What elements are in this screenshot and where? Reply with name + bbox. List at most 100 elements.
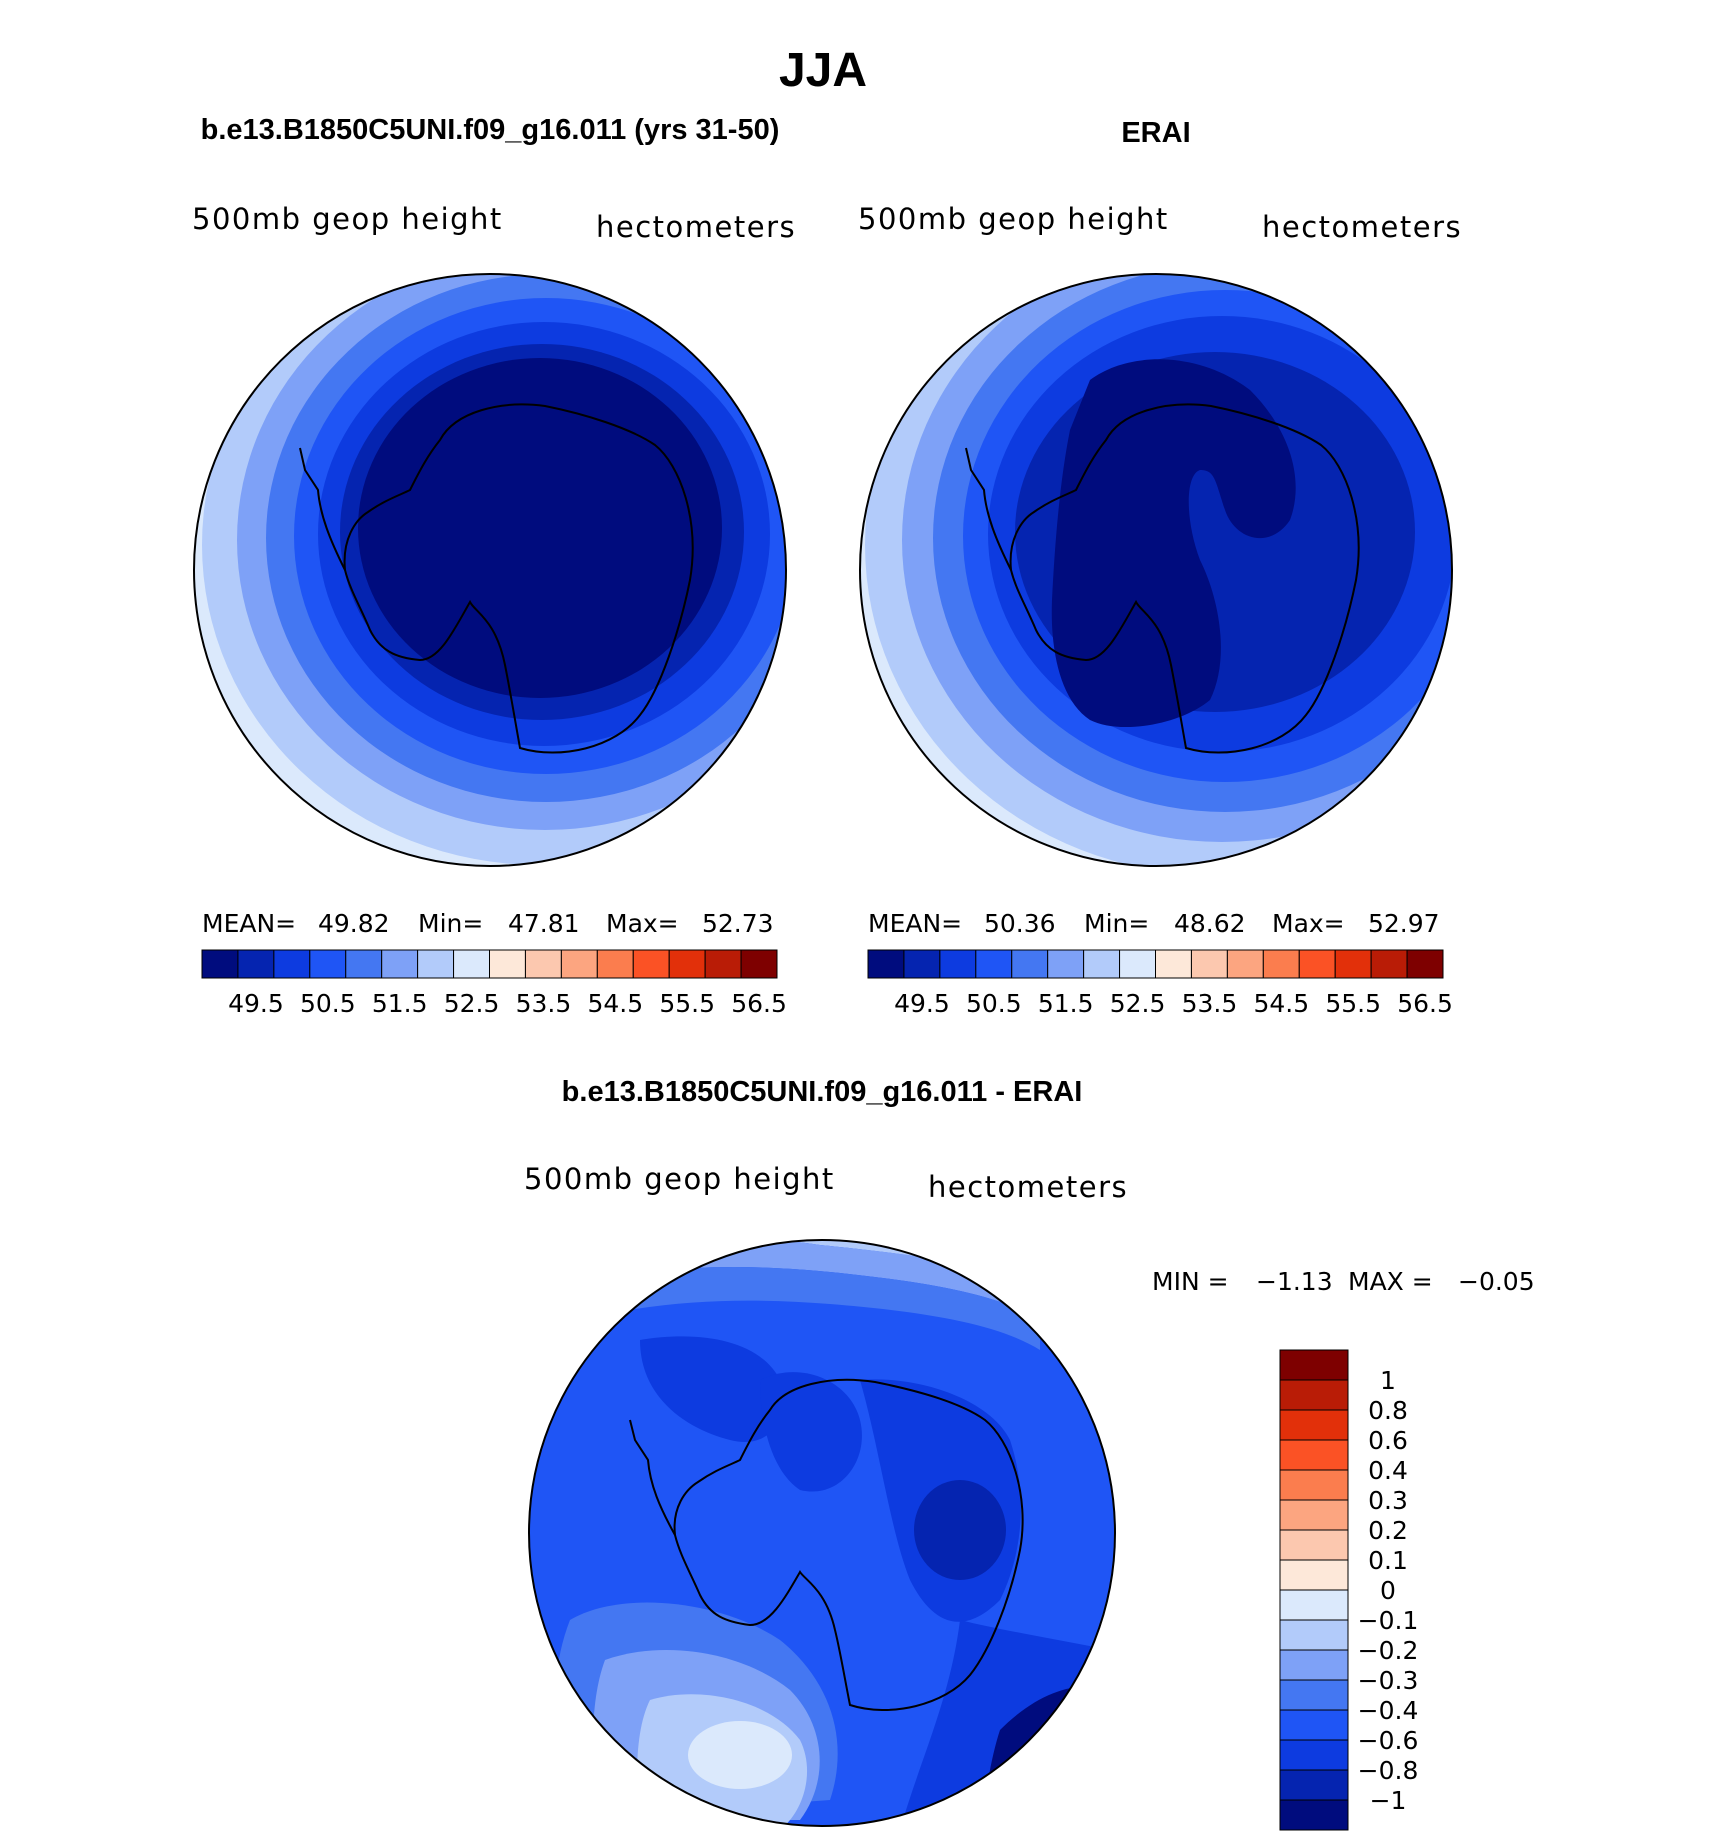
panel-a-coastline <box>299 403 694 754</box>
panel-c-max-label: MAX = <box>1348 1267 1433 1296</box>
panel-c-patch-east-dark <box>914 1480 1006 1580</box>
panel-a-band-8 <box>358 358 722 698</box>
panel-c-colorbar-bin <box>1279 1349 1349 1381</box>
panel-a-colorbar-tick-label: 52.5 <box>444 989 500 1018</box>
panel-b-colorbar-tick-label: 52.5 <box>1110 989 1166 1018</box>
panel-c-right-label: hectometers <box>928 1170 1128 1204</box>
panel-b-colorbar-bin <box>1334 949 1372 979</box>
panel-b-max-value: 52.97 <box>1368 909 1440 938</box>
panel-a-colorbar-bin <box>489 949 526 979</box>
panel-b-colorbar-bin <box>939 949 977 979</box>
panel-a-colorbar-tick-label: 49.5 <box>228 989 284 1018</box>
panel-a-colorbar-bin <box>704 949 742 979</box>
panel-b-colorbar-tick-label: 49.5 <box>894 989 950 1018</box>
panel-b-colorbar-tick-label: 51.5 <box>1038 989 1094 1018</box>
panel-a-map-boundary <box>193 273 787 867</box>
panel-a-colorbar-bin <box>345 949 383 979</box>
panel-b-colorbar-tick-label: 56.5 <box>1397 989 1453 1018</box>
panel-c-colorbar-bin <box>1279 1499 1349 1531</box>
panel-a-colorbar-tick-label: 53.5 <box>516 989 572 1018</box>
panel-c-min-label: MIN = <box>1152 1267 1229 1296</box>
panel-c-colorbar-bin <box>1279 1529 1349 1561</box>
panel-c-colorbar-tick-label: 0.6 <box>1368 1426 1408 1455</box>
panel-a-title: b.e13.B1850C5UNI.f09_g16.011 (yrs 31-50) <box>201 114 780 146</box>
panel-b-colorbar-bin <box>1262 949 1300 979</box>
panel-a-colorbar-tick-label: 55.5 <box>659 989 715 1018</box>
panel-a-colorbar-bin <box>596 949 634 979</box>
panel-b-colorbar-bin <box>1155 949 1192 979</box>
panel-c-colorbar-tick-label: 0 <box>1380 1576 1396 1605</box>
panel-c-contour-field <box>529 1240 1115 1826</box>
panel-c-colorbar-tick-label: −0.1 <box>1358 1606 1419 1635</box>
panel-b-contour-field <box>860 274 1452 866</box>
panel-c-patch-center <box>760 1372 862 1492</box>
panel-c-colorbar-bin <box>1279 1709 1349 1741</box>
panel-a-colorbar: 49.5 50.5 51.5 52.5 53.5 54.5 55.5 56.5 <box>201 949 787 1018</box>
panel-b-colorbar-bin <box>1011 949 1049 979</box>
figure-title: JJA <box>779 44 867 97</box>
panel-c-colorbar-tick-label: −0.2 <box>1358 1636 1419 1665</box>
panel-c-colorbar-bin <box>1279 1739 1349 1771</box>
panel-c-colorbar-tick-label: 0.3 <box>1368 1486 1408 1515</box>
panel-c-colorbar-tick-label: −0.3 <box>1358 1666 1419 1695</box>
panel-c-colorbar-tick-label: 0.8 <box>1368 1396 1408 1425</box>
panel-b-stats: MEAN= 50.36 Min= 48.62 Max= 52.97 <box>868 909 1440 938</box>
panel-b-mean-value: 50.36 <box>984 909 1056 938</box>
panel-c-stats: MIN = −1.13 MAX = −0.05 <box>1152 1267 1535 1296</box>
panel-c-colorbar-bin <box>1279 1469 1349 1501</box>
panel-c-map-boundary <box>528 1239 1116 1827</box>
panel-c-colorbar-tick-label: 1 <box>1380 1366 1396 1395</box>
panel-c-patch-west <box>640 1336 783 1442</box>
panel-c-colorbar-tick-label: 0.4 <box>1368 1456 1408 1485</box>
panel-b-mean-label: MEAN= <box>868 909 962 938</box>
panel-b-colorbar-bin <box>1298 949 1336 979</box>
panel-a-colorbar-bin <box>309 949 347 979</box>
panel-b-coastline <box>965 403 1360 754</box>
panel-a-colorbar-bin <box>201 949 239 979</box>
panel-c-colorbar-bin <box>1279 1619 1349 1651</box>
panel-c-colorbar-bin <box>1279 1649 1349 1681</box>
panel-a-contour-field <box>194 274 786 866</box>
panel-c-title: b.e13.B1850C5UNI.f09_g16.011 - ERAI <box>562 1076 1083 1108</box>
panel-a-colorbar-bin <box>453 949 490 979</box>
panel-c-colorbar-tick-label: 0.2 <box>1368 1516 1408 1545</box>
panel-a-colorbar-bin <box>237 949 275 979</box>
panel-a-max-value: 52.73 <box>702 909 774 938</box>
panel-c-colorbar-tick-label: −0.8 <box>1358 1756 1419 1785</box>
panel-a-colorbar-bin <box>740 949 778 979</box>
panel-b-left-label: 500mb geop height <box>858 202 1169 236</box>
panel-a-stats: MEAN= 49.82 Min= 47.81 Max= 52.73 <box>202 909 774 938</box>
panel-b-min-label: Min= <box>1084 909 1149 938</box>
panel-c-colorbar-tick-label: 0.1 <box>1368 1546 1408 1575</box>
panel-a-colorbar-tick-label: 56.5 <box>731 989 787 1018</box>
panel-b-title: ERAI <box>1121 117 1190 149</box>
panel-b-colorbar-tick-label: 50.5 <box>966 989 1022 1018</box>
panel-c-band-south-4 <box>688 1721 792 1789</box>
panel-c-colorbar-tick-label: −0.6 <box>1358 1726 1419 1755</box>
panel-a-colorbar-bin <box>381 949 419 979</box>
panel-b-colorbar-tick-label: 55.5 <box>1325 989 1381 1018</box>
panel-c-coastline <box>629 1378 1024 1712</box>
panel-b-colorbar: 49.5 50.5 51.5 52.5 53.5 54.5 55.5 56.5 <box>867 949 1453 1018</box>
panel-c-colorbar-bin <box>1279 1679 1349 1711</box>
panel-c-colorbar-bin <box>1279 1409 1349 1441</box>
panel-a-right-label: hectometers <box>596 210 796 244</box>
panel-a-min-value: 47.81 <box>508 909 580 938</box>
panel-c-colorbar-bin <box>1279 1559 1349 1591</box>
panel-a-colorbar-bin <box>560 949 598 979</box>
panel-b-colorbar-bin <box>867 949 905 979</box>
panel-b-colorbar-bin <box>1406 949 1444 979</box>
panel-c-colorbar-bin <box>1279 1379 1349 1411</box>
panel-b-right-label: hectometers <box>1262 210 1462 244</box>
panel-c-left-label: 500mb geop height <box>524 1162 835 1196</box>
panel-a-colorbar-tick-label: 54.5 <box>587 989 643 1018</box>
panel-a-max-label: Max= <box>606 909 679 938</box>
panel-a-mean-label: MEAN= <box>202 909 296 938</box>
panel-c-colorbar-tick-label: −1 <box>1370 1786 1407 1815</box>
panel-c-min-value: −1.13 <box>1256 1267 1333 1296</box>
panel-b-max-label: Max= <box>1272 909 1345 938</box>
panel-a-colorbar-bin <box>632 949 670 979</box>
panel-c-colorbar-bin <box>1279 1439 1349 1471</box>
panel-a-colorbar-tick-label: 51.5 <box>372 989 428 1018</box>
